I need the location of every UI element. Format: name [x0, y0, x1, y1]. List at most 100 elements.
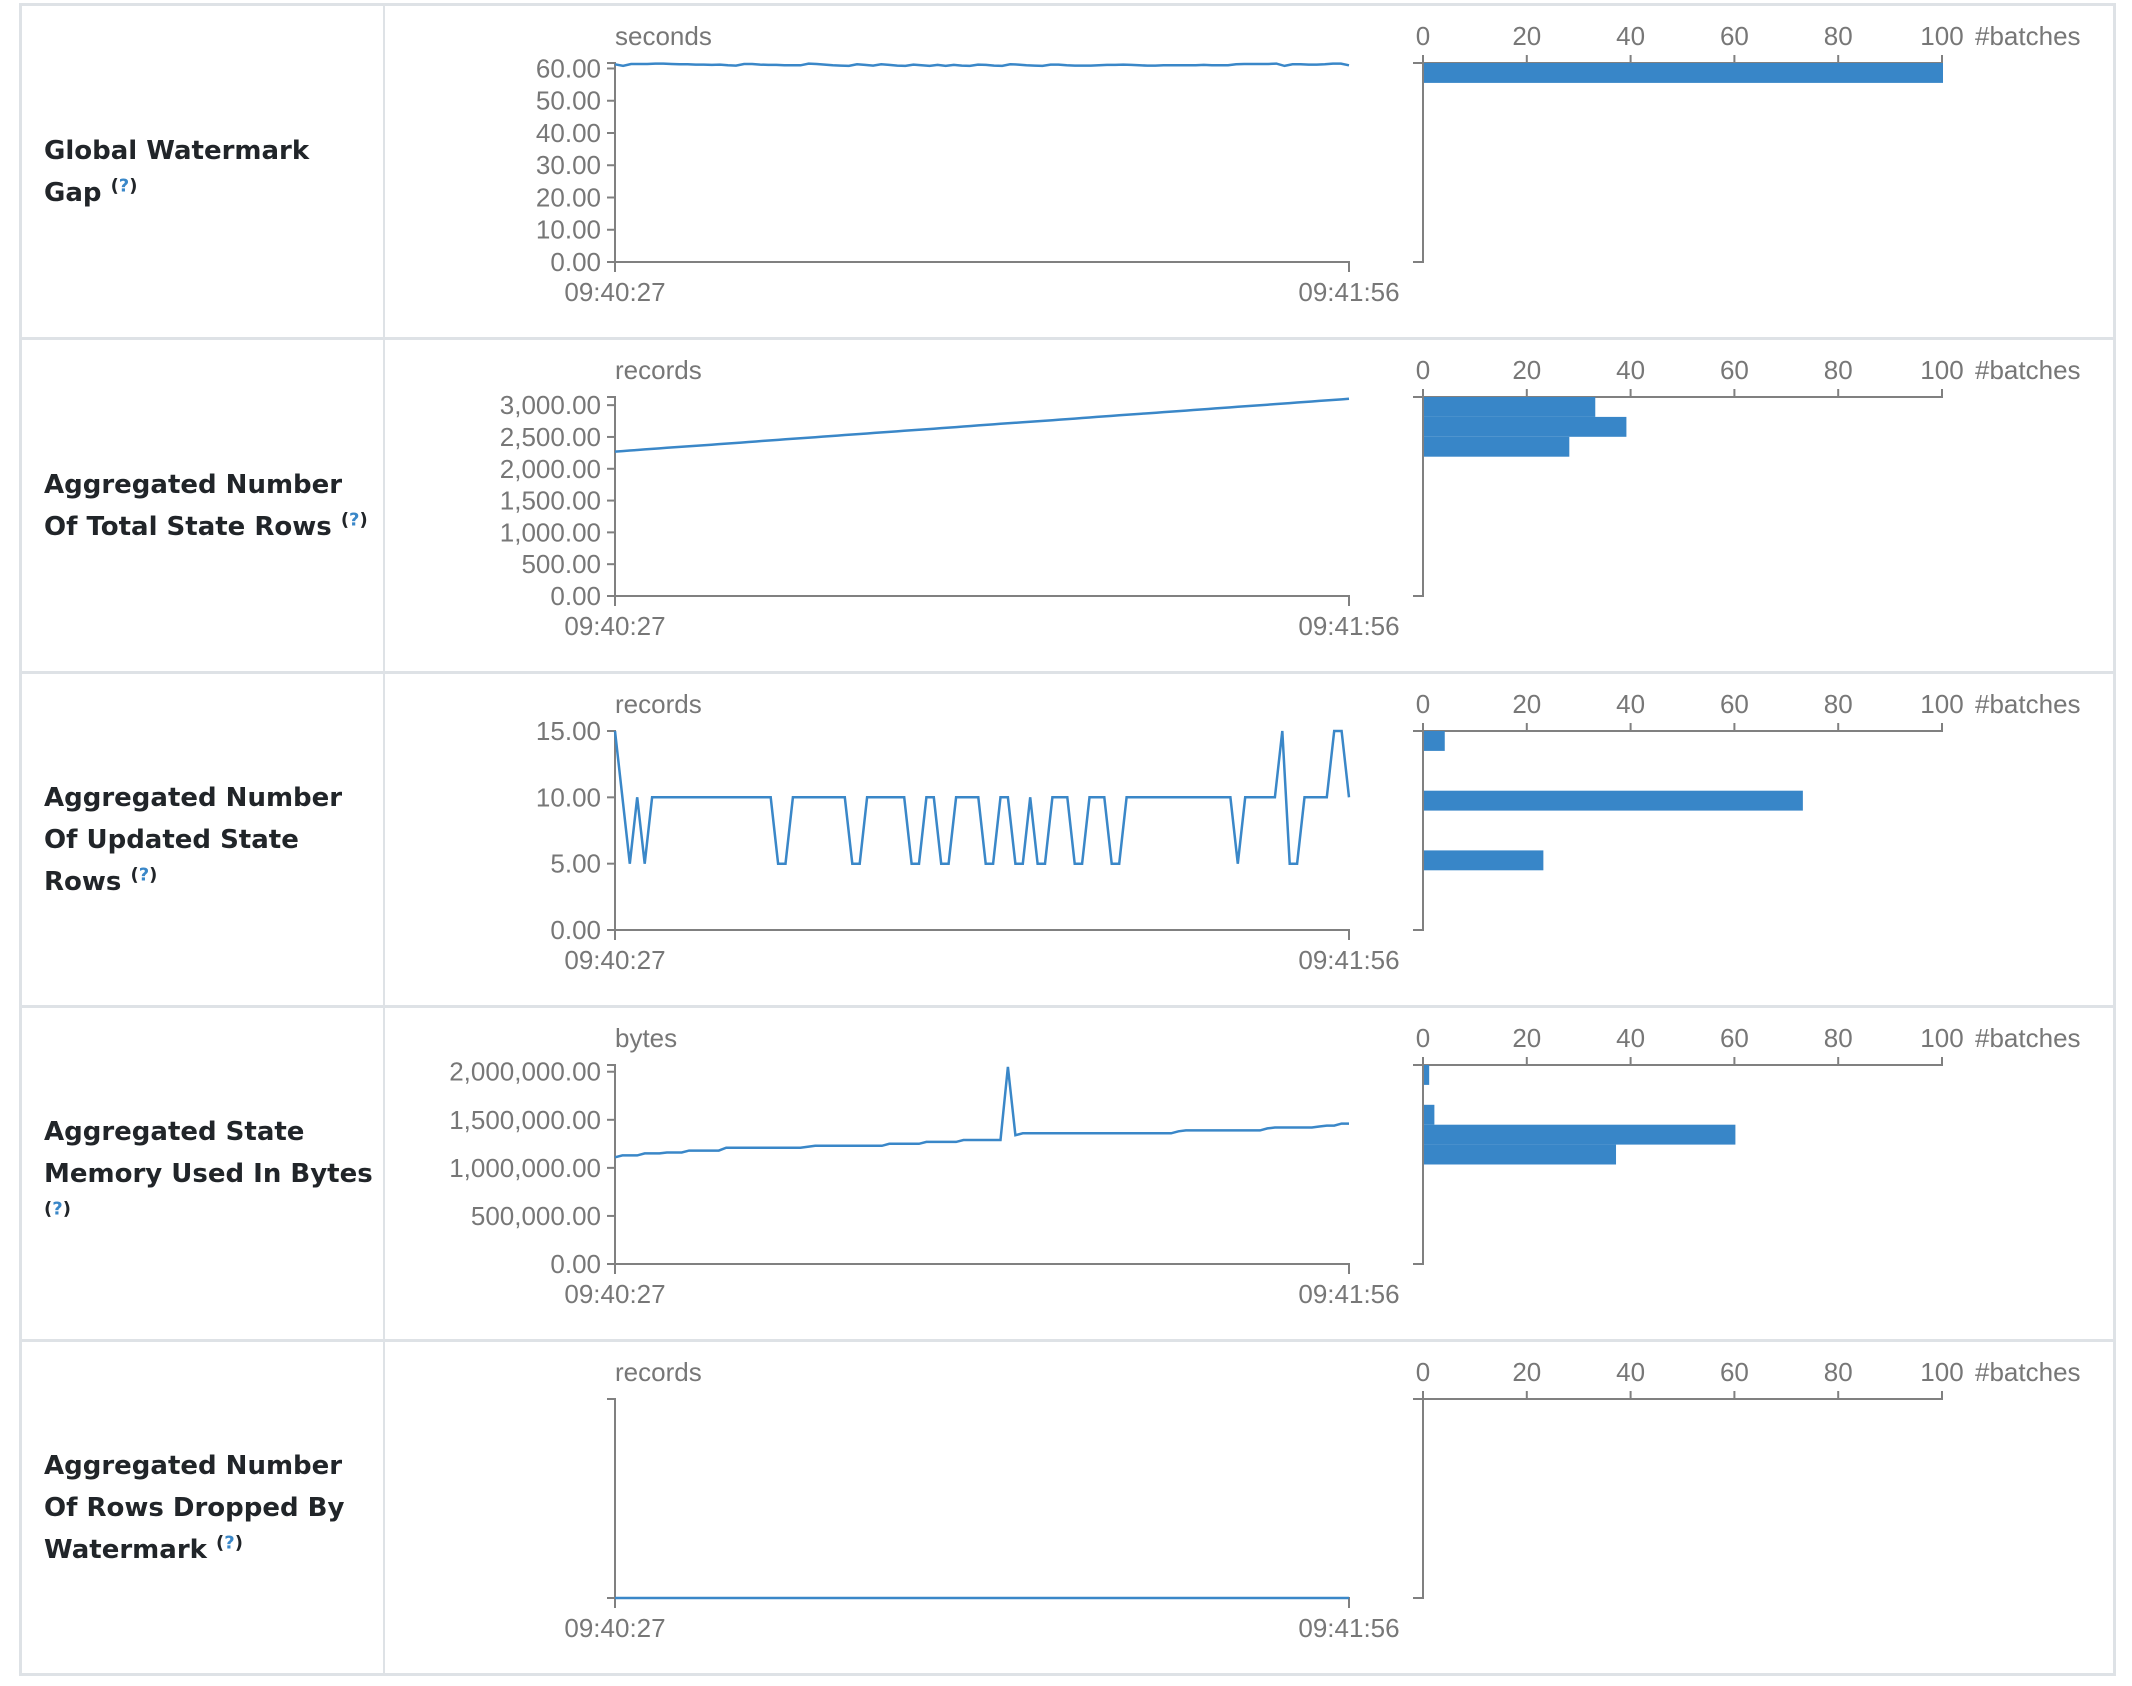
- help-icon[interactable]: ?: [349, 508, 360, 530]
- y-axis-unit-label: bytes: [615, 1023, 677, 1053]
- help-tooltip[interactable]: (?): [340, 508, 368, 530]
- metric-row: Aggregated Number Of Updated State Rows …: [19, 674, 2116, 1008]
- histogram-y-axis: [1413, 1064, 1424, 1265]
- histogram-tick-label: 0: [1416, 1023, 1430, 1053]
- histogram-tick-label: 20: [1512, 355, 1541, 385]
- x-axis-line: [614, 595, 1350, 606]
- y-tick-label: 40.00: [536, 118, 601, 148]
- y-tick-label: 15.00: [536, 716, 601, 746]
- series-line: [614, 1066, 1349, 1159]
- y-tick-label: 2,000,000.00: [449, 1057, 601, 1087]
- x-axis-line: [614, 261, 1350, 272]
- histogram-y-axis: [1413, 1398, 1424, 1599]
- histogram-unit-label: #batches: [1975, 689, 2081, 719]
- x-tick-label-end: 09:41:56: [1298, 945, 1399, 975]
- histogram-bar: [1424, 397, 1596, 417]
- histogram-unit-label: #batches: [1975, 21, 2081, 51]
- histogram-unit-label: #batches: [1975, 355, 2081, 385]
- y-axis-line: [607, 1398, 616, 1599]
- histogram-tick-label: 100: [1920, 355, 1963, 385]
- metric-label-cell: Aggregated State Memory Used In Bytes (?…: [22, 1008, 385, 1339]
- metric-charts: records 0.00500.001,000.001,500.002,000.0…: [500, 355, 2081, 641]
- y-tick-label: 50.00: [536, 86, 601, 116]
- histogram-tick-label: 100: [1920, 21, 1963, 51]
- metric-row: Aggregated Number Of Total State Rows (?…: [19, 340, 2116, 674]
- histogram-tick-label: 40: [1616, 689, 1645, 719]
- histogram-unit-label: #batches: [1975, 1023, 2081, 1053]
- series-line: [614, 397, 1350, 453]
- help-icon[interactable]: ?: [138, 863, 150, 885]
- histogram-bar: [1424, 850, 1544, 871]
- x-axis-line: [614, 1597, 1350, 1608]
- y-tick-label: 3,000.00: [500, 390, 601, 420]
- histogram-bar: [1424, 1124, 1736, 1145]
- histogram-y-axis: [1413, 730, 1424, 931]
- histogram-tick-label: 0: [1416, 689, 1430, 719]
- metric-label-cell: Global Watermark Gap (?): [22, 6, 385, 337]
- histogram-tick-label: 40: [1616, 1023, 1645, 1053]
- metric-label-cell: Aggregated Number Of Updated State Rows …: [22, 674, 385, 1005]
- y-tick-label: 0.00: [550, 247, 601, 277]
- y-tick-label: 60.00: [536, 53, 601, 83]
- x-tick-label-end: 09:41:56: [1298, 611, 1399, 641]
- help-tooltip[interactable]: (?): [110, 174, 138, 196]
- help-icon[interactable]: ?: [118, 174, 130, 196]
- help-tooltip[interactable]: (?): [44, 1197, 71, 1219]
- histogram-bar: [1424, 1065, 1430, 1085]
- metric-label: Global Watermark Gap: [44, 135, 310, 208]
- histogram-tick-label: 40: [1616, 21, 1645, 51]
- y-axis-unit-label: records: [615, 689, 702, 719]
- help-tooltip[interactable]: (?): [130, 863, 158, 885]
- x-axis-line: [614, 1263, 1350, 1274]
- histogram-tick-label: 100: [1920, 689, 1963, 719]
- y-tick-label: 20.00: [536, 182, 601, 212]
- x-axis-line: [614, 929, 1350, 940]
- histogram-tick-label: 60: [1720, 1023, 1749, 1053]
- histogram-x-axis: [1422, 389, 1943, 398]
- x-tick-label-start: 09:40:27: [564, 1613, 665, 1643]
- histogram-bar: [1424, 1144, 1617, 1165]
- x-tick-label-end: 09:41:56: [1298, 1613, 1399, 1643]
- histogram-tick-label: 0: [1416, 355, 1430, 385]
- help-icon[interactable]: ?: [224, 1531, 235, 1553]
- histogram-tick-label: 20: [1512, 1023, 1541, 1053]
- y-tick-label: 2,000.00: [500, 454, 601, 484]
- y-axis-line: [607, 1064, 616, 1265]
- histogram-y-axis: [1413, 396, 1424, 597]
- y-axis-line: [607, 62, 616, 263]
- y-tick-label: 0.00: [550, 915, 601, 945]
- histogram-tick-label: 20: [1512, 689, 1541, 719]
- help-tooltip[interactable]: (?): [216, 1531, 243, 1553]
- metric-charts: records 0.00 5.00 10.00 15.00 09:40:27 09:41:5…: [536, 689, 2081, 975]
- histogram-tick-label: 60: [1720, 21, 1749, 51]
- y-tick-label: 1,500.00: [500, 486, 601, 516]
- histogram-tick-label: 60: [1720, 689, 1749, 719]
- y-axis-line: [607, 396, 616, 597]
- metric-charts: seconds 0.0010.0020.0030.0040.0050.0060.0…: [536, 21, 2081, 307]
- histogram-tick-label: 60: [1720, 1357, 1749, 1387]
- histogram-tick-label: 80: [1824, 355, 1853, 385]
- y-tick-label: 1,000.00: [500, 517, 601, 547]
- help-icon[interactable]: ?: [52, 1197, 63, 1219]
- series-line: [613, 729, 1351, 865]
- histogram-tick-label: 20: [1512, 21, 1541, 51]
- histogram-bar: [1424, 731, 1445, 751]
- y-axis-unit-label: seconds: [615, 21, 712, 51]
- y-tick-label: 1,000,000.00: [449, 1153, 601, 1183]
- metric-row: Aggregated State Memory Used In Bytes (?…: [19, 1008, 2116, 1342]
- histogram-unit-label: #batches: [1975, 1357, 2081, 1387]
- histogram-bar: [1424, 436, 1570, 457]
- histogram-x-axis: [1422, 1057, 1943, 1066]
- histogram-bar: [1424, 63, 1943, 83]
- y-tick-label: 5.00: [550, 849, 601, 879]
- y-tick-label: 30.00: [536, 150, 601, 180]
- histogram-tick-label: 100: [1920, 1357, 1963, 1387]
- histogram-tick-label: 0: [1416, 1357, 1430, 1387]
- metric-charts: records 09:40:27 09:41:56 0 20 40 60 80 100 #batc…: [564, 1357, 2081, 1643]
- histogram-bar: [1424, 790, 1803, 811]
- metric-label-cell: Aggregated Number Of Total State Rows (?…: [22, 340, 385, 671]
- y-tick-label: 1,500,000.00: [449, 1105, 601, 1135]
- histogram-x-axis: [1422, 55, 1943, 64]
- metric-row: Global Watermark Gap (?) seconds 0.00 10.0…: [19, 6, 2116, 340]
- series-line: [614, 62, 1350, 68]
